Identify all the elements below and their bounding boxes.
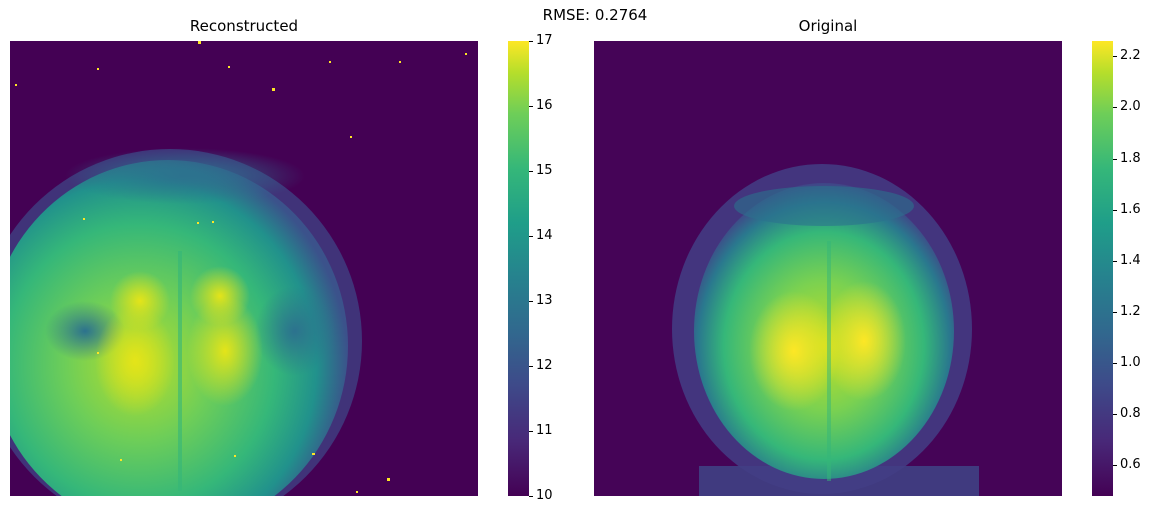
colorbar-original-tick-mark xyxy=(1113,209,1117,211)
original-image xyxy=(594,41,1062,496)
colorbar-reconstructed-tick-label: 15 xyxy=(536,163,553,178)
colorbar-reconstructed-tick-label: 17 xyxy=(536,33,553,48)
colorbar-original-tick-label: 1.8 xyxy=(1120,150,1141,166)
colorbar-ticks-original: 0.6 0.8 1.0 1.2 1.4 1.6 1.8 2.0 2.2 xyxy=(1113,41,1156,496)
colorbar-original-tick-label: 2.0 xyxy=(1120,99,1141,115)
colorbar-reconstructed-tick-mark xyxy=(529,171,533,172)
colorbar-reconstructed-tick-mark xyxy=(529,431,533,432)
colorbar-reconstructed xyxy=(508,41,529,496)
colorbar-original-tick-mark xyxy=(1113,107,1117,109)
colorbar-original-tick-label: 2.2 xyxy=(1120,48,1141,64)
colorbar-reconstructed-tick-label: 10 xyxy=(536,488,553,503)
colorbar-original-tick-mark xyxy=(1113,363,1117,365)
colorbar-reconstructed-tick-label: 11 xyxy=(536,423,553,438)
colorbar-reconstructed-tick-mark xyxy=(529,496,533,497)
colorbar-reconstructed-tick-mark xyxy=(529,41,533,42)
colorbar-reconstructed-tick-mark xyxy=(529,106,533,107)
colorbar-reconstructed-tick-mark xyxy=(529,236,533,237)
colorbar-original-tick-mark xyxy=(1113,465,1117,467)
colorbar-original-tick-mark xyxy=(1113,158,1117,160)
panel-title-reconstructed: Reconstructed xyxy=(189,17,299,35)
colorbar-original-tick-label: 1.2 xyxy=(1120,303,1141,319)
colorbar-original-tick-mark xyxy=(1113,311,1117,313)
colorbar-original-tick-label: 0.6 xyxy=(1120,457,1141,473)
colorbar-original-tick-mark xyxy=(1113,260,1117,262)
panel-title-original: Original xyxy=(798,17,858,35)
colorbar-reconstructed-tick-mark xyxy=(529,366,533,367)
colorbar-original xyxy=(1092,41,1113,496)
colorbar-reconstructed-tick-label: 13 xyxy=(536,293,553,308)
colorbar-original-tick-label: 1.4 xyxy=(1120,252,1141,268)
colorbar-reconstructed-tick-label: 14 xyxy=(536,228,553,243)
colorbar-original-tick-mark xyxy=(1113,414,1117,416)
reconstructed-image xyxy=(10,41,478,496)
original-brain-render xyxy=(594,41,1062,496)
colorbar-original-tick-label: 0.8 xyxy=(1120,406,1141,422)
colorbar-reconstructed-tick-label: 12 xyxy=(536,358,553,373)
colorbar-ticks-reconstructed: 10 11 12 13 14 15 16 17 xyxy=(529,33,589,503)
reconstructed-brain-render xyxy=(10,41,467,496)
colorbar-reconstructed-tick-mark xyxy=(529,301,533,302)
figure-suptitle: RMSE: 0.2764 xyxy=(542,6,648,24)
colorbar-original-tick-label: 1.0 xyxy=(1120,355,1141,371)
colorbar-reconstructed-tick-label: 16 xyxy=(536,98,553,113)
colorbar-original-tick-mark xyxy=(1113,56,1117,58)
colorbar-original-tick-label: 1.6 xyxy=(1120,201,1141,217)
